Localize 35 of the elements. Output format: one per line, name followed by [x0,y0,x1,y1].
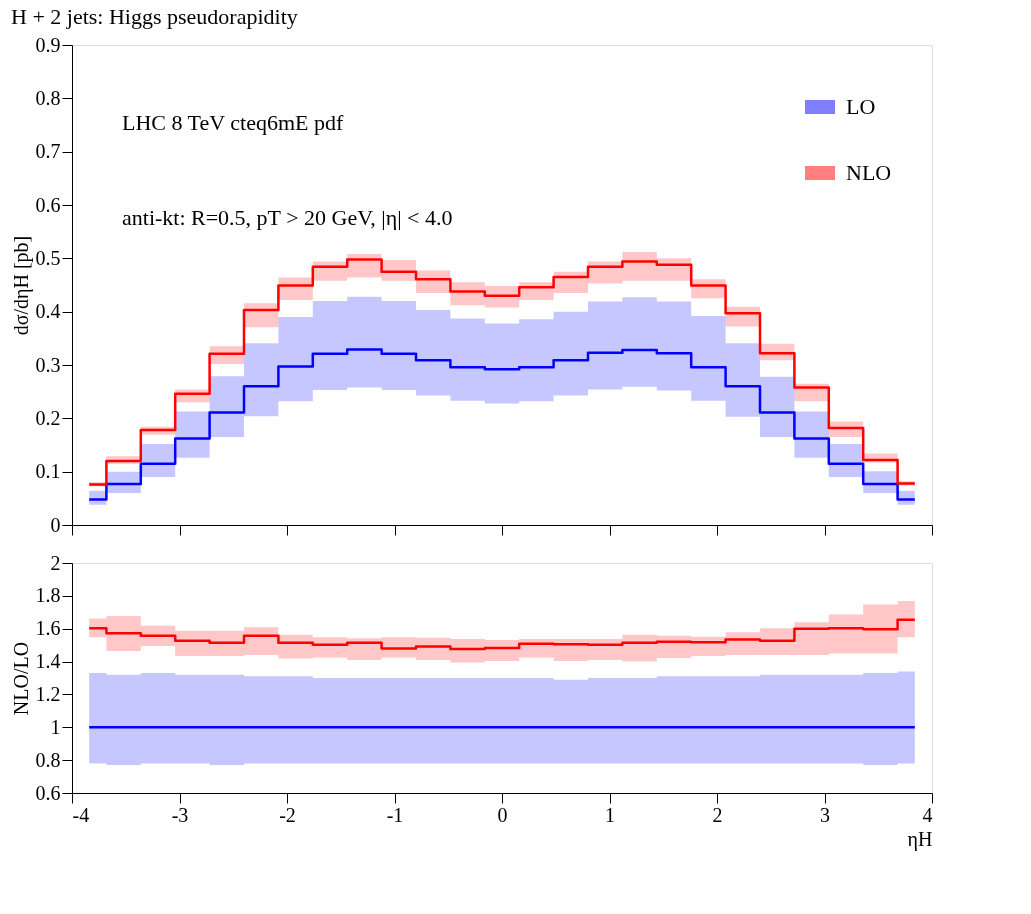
annotation: LHC 8 TeV cteq6mE pdf [122,110,344,135]
y-tick-label: 0.6 [35,781,61,804]
y-tick-label: 0.7 [35,140,61,163]
x-tick-label: 0 [497,803,508,826]
y-tick-label: 1.4 [35,650,61,673]
annotation: anti-kt: R=0.5, pT > 20 GeV, |η| < 4.0 [122,205,453,230]
y-tick-label: 1.2 [35,682,61,705]
y-tick-label: 0.8 [35,748,61,771]
y-tick-label: 0.9 [35,33,61,56]
y-tick-label: 0.5 [35,246,61,269]
y-tick-label: 0.8 [35,86,61,109]
x-tick-label: 1 [605,803,615,826]
x-tick-label: 4 [922,803,933,826]
y-tick-label: 0.6 [35,193,61,216]
y-tick-label: 0.1 [35,460,61,483]
y-axis-title: NLO/LO [9,641,32,716]
y-tick-label: 2 [50,551,61,574]
y-axis-title: dσ/dηH [pb] [9,235,33,336]
y-tick-label: 0.2 [35,406,61,429]
y-tick-label: 1.8 [35,584,61,607]
y-tick-label: 0.3 [35,353,61,376]
x-tick-label: 2 [712,803,723,826]
x-tick-label: -1 [386,803,404,826]
y-tick-label: 1.6 [35,617,61,640]
x-tick-label: -4 [72,803,90,826]
y-tick-label: 0 [50,513,61,536]
legend-label: NLO [846,160,892,185]
x-tick-label: -3 [171,803,189,826]
y-tick-label: 0.4 [35,300,61,323]
x-tick-label: 3 [820,803,830,826]
chart-title: H + 2 jets: Higgs pseudorapidity [11,4,298,29]
y-tick-label: 1 [50,715,61,738]
x-tick-label: -2 [279,803,296,826]
legend-label: LO [846,94,876,119]
x-axis-title: ηH [907,827,933,851]
